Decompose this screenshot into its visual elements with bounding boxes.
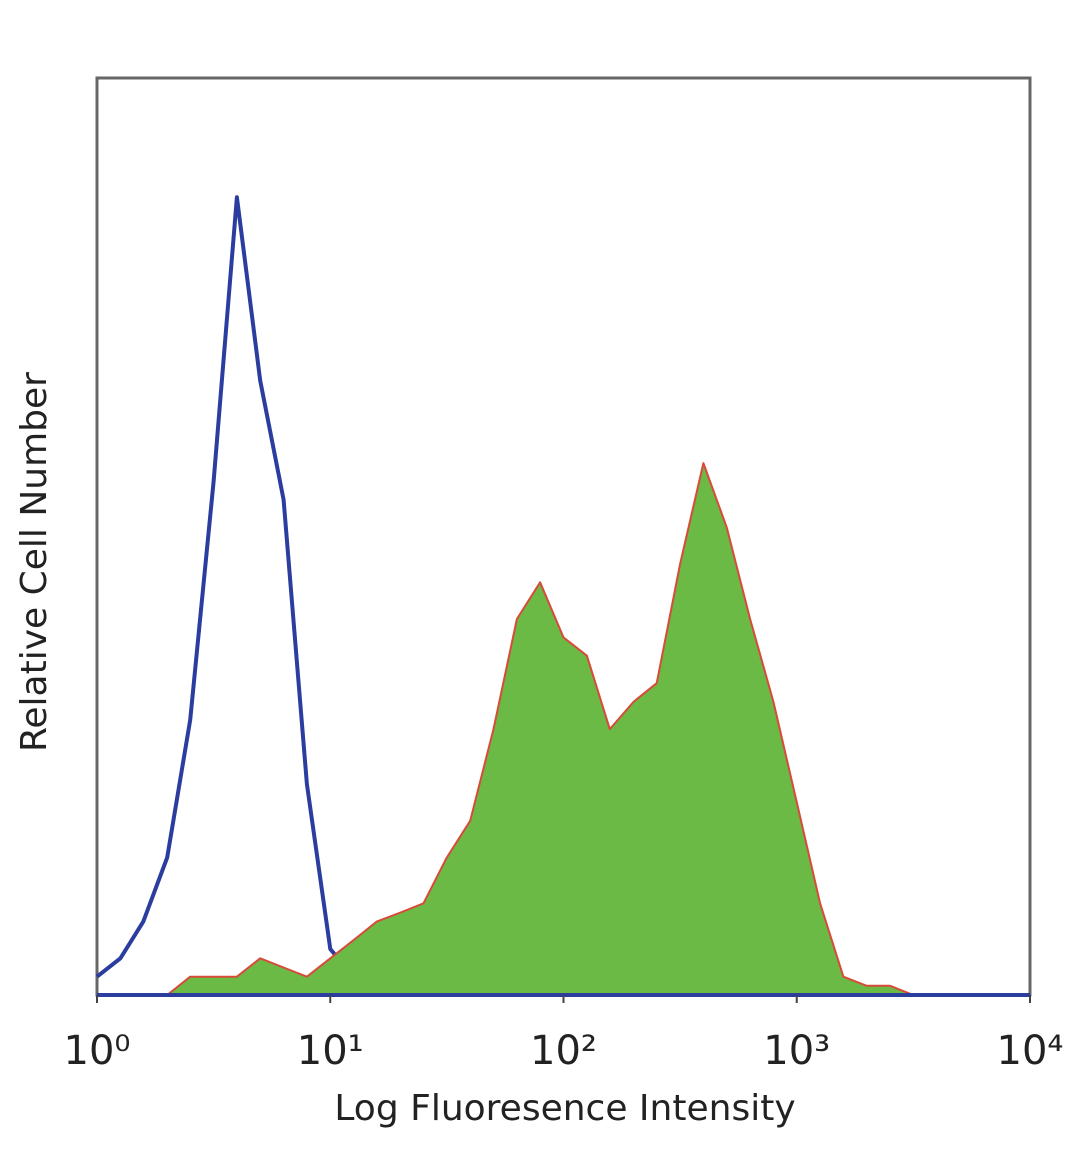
y-axis-label: Relative Cell Number — [14, 372, 55, 752]
area-fill — [97, 463, 1030, 996]
x-tick-label: 10¹ — [297, 1028, 364, 1074]
x-tick-label: 10⁰ — [64, 1028, 131, 1074]
x-tick-label: 10³ — [763, 1028, 830, 1074]
x-tick-label: 10² — [530, 1028, 597, 1074]
x-axis-label: Log Fluoresence Intensity — [334, 1088, 795, 1129]
x-tick-label: 10⁴ — [997, 1028, 1064, 1074]
area-outline — [97, 462, 1030, 996]
